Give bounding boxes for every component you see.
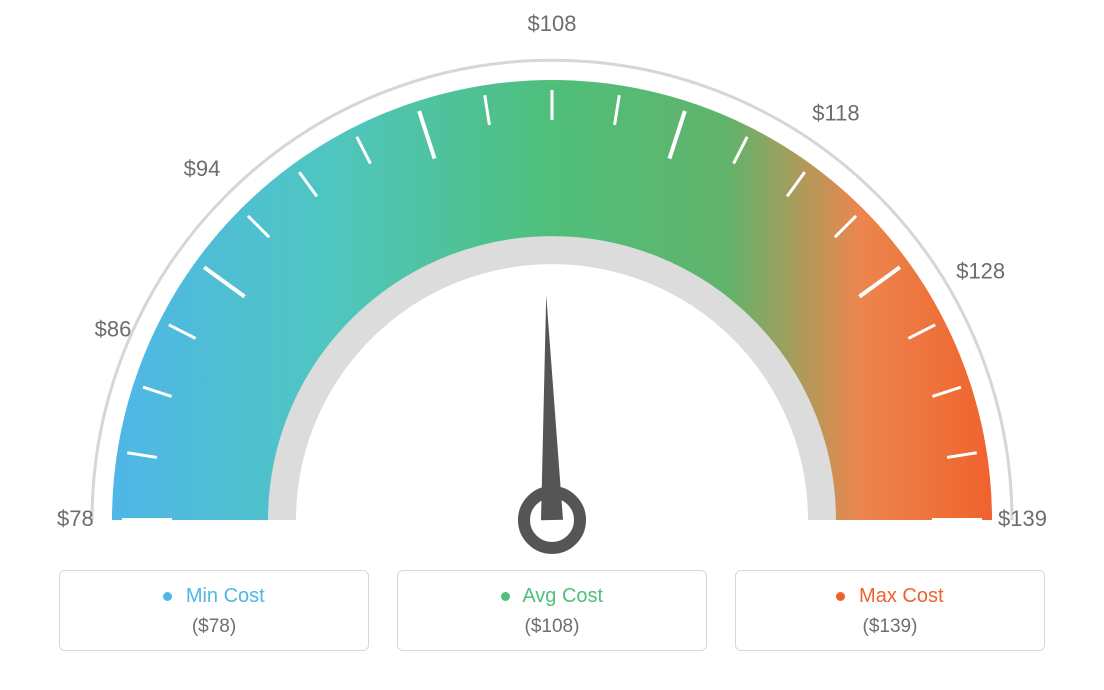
svg-text:$128: $128: [956, 258, 1005, 283]
legend-value-max: ($139): [736, 616, 1044, 638]
legend-value-avg: ($108): [398, 616, 706, 638]
legend-value-min: ($78): [60, 616, 368, 638]
legend-title-max: Max Cost: [736, 585, 1044, 608]
legend-dot-max: [836, 592, 845, 601]
legend-dot-avg: [501, 592, 510, 601]
svg-text:$108: $108: [528, 11, 577, 36]
svg-text:$118: $118: [812, 100, 859, 125]
legend-dot-min: [163, 592, 172, 601]
legend-row: Min Cost ($78) Avg Cost ($108) Max Cost …: [0, 570, 1104, 651]
legend-label-min: Min Cost: [186, 585, 265, 607]
gauge-chart: $78 $86 $94 $108 $118 $128 $139: [0, 0, 1104, 560]
legend-label-max: Max Cost: [859, 585, 943, 607]
legend-label-avg: Avg Cost: [522, 585, 603, 607]
legend-title-avg: Avg Cost: [398, 585, 706, 608]
svg-text:$139: $139: [998, 506, 1047, 531]
gauge-svg: $78 $86 $94 $108 $118 $128 $139: [0, 0, 1104, 560]
svg-text:$86: $86: [95, 316, 132, 341]
legend-card-min: Min Cost ($78): [59, 570, 369, 651]
legend-title-min: Min Cost: [60, 585, 368, 608]
svg-text:$78: $78: [57, 506, 94, 531]
legend-card-max: Max Cost ($139): [735, 570, 1045, 651]
legend-card-avg: Avg Cost ($108): [397, 570, 707, 651]
svg-text:$94: $94: [184, 156, 221, 181]
